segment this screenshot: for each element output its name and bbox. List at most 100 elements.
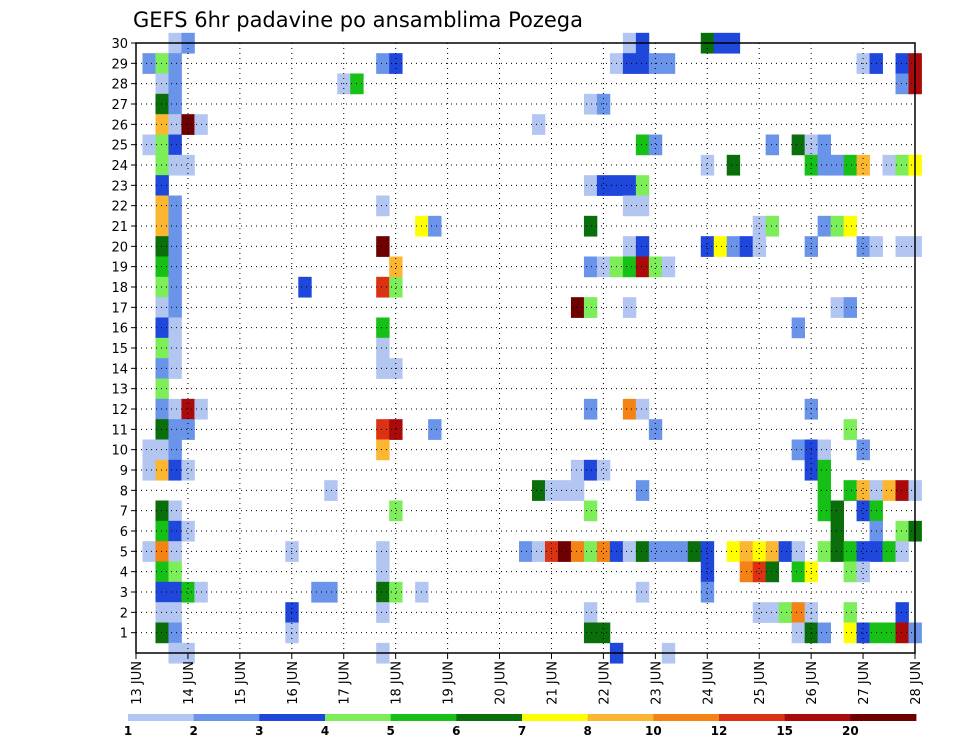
x-tick-label: 13 JUN bbox=[130, 661, 145, 705]
heatmap-cell bbox=[557, 541, 572, 562]
heatmap-cell bbox=[155, 581, 169, 603]
heatmap-cell bbox=[843, 297, 857, 318]
y-tick-label: 17 bbox=[111, 301, 128, 316]
heatmap-cell bbox=[596, 93, 611, 115]
y-tick-label: 28 bbox=[111, 78, 128, 93]
heatmap-cell bbox=[155, 500, 169, 522]
heatmap-cell bbox=[142, 541, 156, 562]
heatmap-cell bbox=[168, 439, 182, 461]
heatmap-cell bbox=[622, 256, 637, 278]
heatmap-cell bbox=[583, 622, 598, 644]
heatmap-cell bbox=[791, 561, 806, 583]
y-tick-label: 24 bbox=[111, 159, 128, 174]
heatmap-cell bbox=[181, 459, 195, 481]
heatmap-cell bbox=[583, 602, 598, 623]
heatmap-cell bbox=[596, 175, 611, 196]
heatmap-cell bbox=[843, 419, 857, 440]
heatmap-cell bbox=[622, 541, 637, 562]
heatmap-cell bbox=[713, 236, 728, 257]
x-tick-label: 14 JUN bbox=[182, 661, 197, 705]
heatmap-cell bbox=[428, 215, 442, 237]
heatmap-cell bbox=[622, 236, 637, 257]
heatmap-cell bbox=[168, 337, 182, 359]
legend-swatch bbox=[456, 714, 523, 721]
heatmap-cell bbox=[168, 276, 182, 298]
heatmap-cell bbox=[570, 459, 585, 481]
heatmap-cell bbox=[726, 541, 741, 562]
y-tick-label: 8 bbox=[120, 484, 128, 499]
heatmap-cell bbox=[700, 561, 715, 583]
y-tick-label: 14 bbox=[111, 362, 128, 377]
heatmap-cell bbox=[376, 602, 390, 623]
heatmap-cell bbox=[155, 520, 169, 542]
heatmap-cell bbox=[752, 236, 767, 257]
heatmap-cell bbox=[389, 500, 403, 522]
x-tick-label: 16 JUN bbox=[286, 661, 301, 705]
heatmap-cell bbox=[817, 154, 832, 176]
heatmap-cell bbox=[142, 53, 156, 74]
heatmap-cell bbox=[765, 215, 780, 237]
heatmap-cell bbox=[583, 541, 598, 562]
heatmap-cell bbox=[142, 134, 156, 156]
heatmap-cell bbox=[843, 541, 857, 562]
heatmap-cell bbox=[155, 73, 169, 95]
heatmap-cell bbox=[168, 297, 182, 318]
heatmap-cell bbox=[155, 134, 169, 156]
y-tick-label: 29 bbox=[111, 57, 128, 72]
heatmap-cell bbox=[324, 480, 338, 501]
heatmap-cell bbox=[778, 602, 793, 623]
heatmap-cell bbox=[376, 358, 390, 379]
heatmap-cell bbox=[181, 581, 195, 603]
y-tick-label: 1 bbox=[120, 627, 128, 642]
legend-label: 7 bbox=[518, 724, 526, 738]
x-tick-label: 18 JUN bbox=[390, 661, 405, 705]
heatmap-cell bbox=[168, 53, 182, 74]
heatmap-cell bbox=[389, 276, 403, 298]
heatmap-cell bbox=[155, 419, 169, 440]
legend-label: 5 bbox=[386, 724, 394, 738]
legend-swatch bbox=[653, 714, 720, 721]
legend-swatch bbox=[850, 714, 917, 721]
heatmap-cell bbox=[155, 602, 169, 623]
heatmap-cell bbox=[142, 459, 156, 481]
heatmap-cell bbox=[168, 93, 182, 115]
heatmap-cell bbox=[155, 317, 169, 339]
heatmap-cell bbox=[155, 114, 169, 135]
heatmap-cell bbox=[168, 500, 182, 522]
x-tick-label: 22 JUN bbox=[597, 661, 612, 705]
heatmap-cell bbox=[570, 480, 585, 501]
heatmap-cell bbox=[817, 480, 832, 501]
heatmap-cell bbox=[856, 541, 870, 562]
heatmap-cell bbox=[635, 398, 650, 420]
heatmap-cell bbox=[700, 154, 715, 176]
heatmap-cell bbox=[882, 480, 896, 501]
legend-label: 12 bbox=[711, 724, 728, 738]
legend-label: 3 bbox=[255, 724, 263, 738]
heatmap-cell bbox=[155, 215, 169, 237]
grid-lines bbox=[136, 42, 915, 653]
heatmap-cell bbox=[635, 541, 650, 562]
heatmap-cell bbox=[155, 378, 169, 400]
heatmap-cell bbox=[168, 622, 182, 644]
heatmap-cell bbox=[856, 561, 870, 583]
heatmap-cell bbox=[155, 622, 169, 644]
x-tick-label: 24 JUN bbox=[701, 661, 716, 705]
heatmap-cell bbox=[700, 541, 715, 562]
heatmap-cell bbox=[856, 480, 870, 501]
y-tick-label: 16 bbox=[111, 322, 128, 337]
heatmap-cell bbox=[376, 337, 390, 359]
x-tick-label: 21 JUN bbox=[545, 661, 560, 705]
heatmap-cell bbox=[596, 622, 611, 644]
heatmap-cell bbox=[155, 337, 169, 359]
x-tick-label: 19 JUN bbox=[442, 661, 457, 705]
heatmap-cell bbox=[376, 236, 390, 257]
heatmap-cell bbox=[168, 459, 182, 481]
legend-swatch bbox=[259, 714, 326, 721]
y-tick-label: 15 bbox=[111, 342, 128, 357]
y-tick-label: 25 bbox=[111, 139, 128, 154]
legend-swatch bbox=[587, 714, 654, 721]
heatmap-cell bbox=[791, 439, 806, 461]
heatmap-cell bbox=[817, 500, 832, 522]
heatmap-cell bbox=[661, 256, 676, 278]
legend-label: 1 bbox=[124, 724, 132, 738]
